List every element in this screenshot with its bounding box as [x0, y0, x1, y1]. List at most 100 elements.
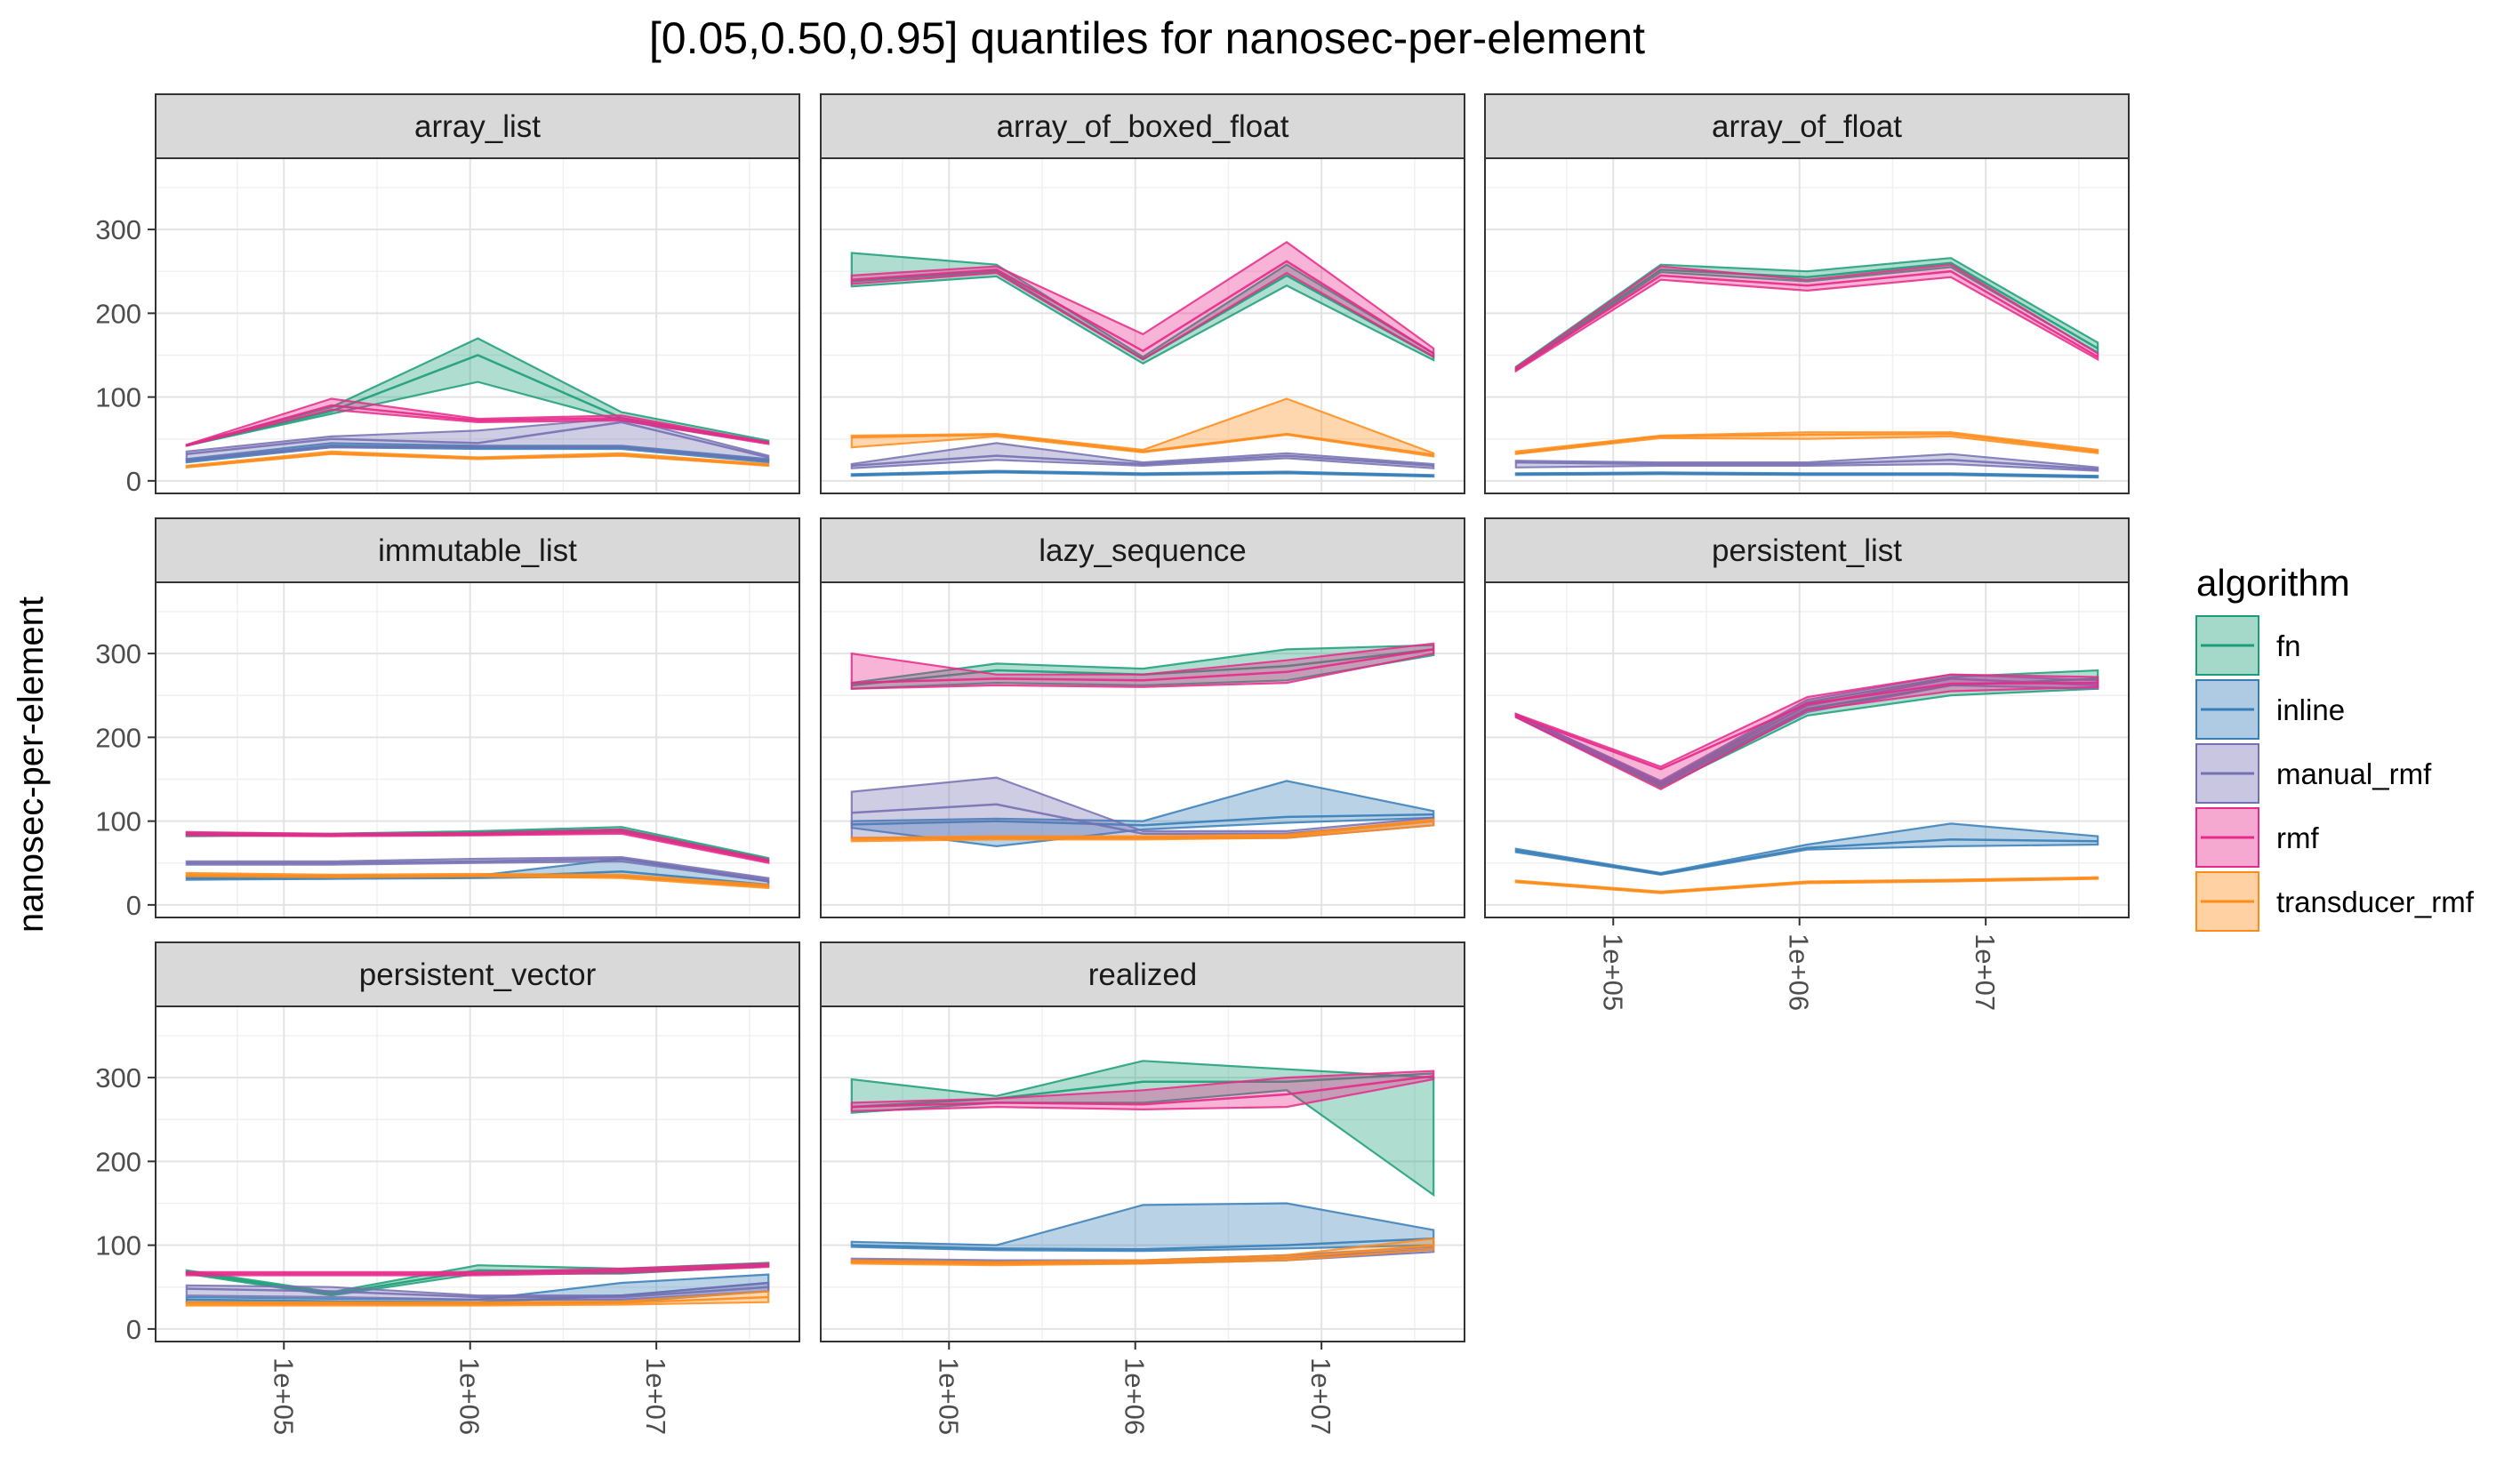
panel-border: [155, 1005, 800, 1342]
median-line-manual_rmf: [1515, 677, 2099, 785]
median-line-rmf: [186, 1263, 769, 1275]
legend-item-manual_rmf: manual_rmf: [2195, 743, 2432, 804]
panel-strip-label: lazy_sequence: [1039, 533, 1247, 568]
panel-background: [821, 158, 1465, 493]
median-line-manual_rmf: [186, 421, 769, 459]
panel-strip: [155, 517, 800, 583]
median-line-rmf: [186, 830, 769, 863]
x-tick-label: 1e+07: [1305, 1358, 1336, 1435]
panel-border: [155, 581, 800, 918]
ribbon-transducer_rmf: [1514, 431, 2099, 455]
panel-realized: realized 1e+05 1e+06 1e+07: [820, 941, 1465, 1435]
x-tick-label: 1e+05: [1597, 933, 1628, 1011]
ribbon-rmf: [850, 1069, 1435, 1112]
legend-label: inline: [2276, 693, 2345, 726]
legend-item-fn: fn: [2195, 615, 2301, 676]
median-line-transducer_rmf: [1515, 877, 2099, 893]
panel-persistent_list: persistent_list 1e+05 1e+06 1e+07: [1484, 517, 2130, 1011]
median-line-inline: [1515, 838, 2099, 876]
median-line-fn: [1515, 261, 2099, 370]
chart-title: [0.05,0.50,0.95] quantiles for nanosec-p…: [649, 13, 1645, 63]
median-line-manual_rmf: [186, 857, 769, 881]
ribbon-fn: [850, 252, 1435, 365]
ribbon-manual_rmf: [185, 417, 770, 462]
panel-strip: [820, 941, 1465, 1007]
panel-strip-label: array_of_float: [1712, 109, 1902, 144]
panel-immutable_list: immutable_list 0 100 200 300: [95, 517, 800, 921]
y-tick-label: 0: [126, 1314, 141, 1345]
panel-array_of_boxed_float: array_of_boxed_float: [820, 93, 1465, 494]
median-line-rmf: [186, 404, 769, 447]
panel-strip-label: persistent_list: [1712, 533, 1902, 568]
panel-border: [820, 1005, 1465, 1342]
panel-strip: [1484, 93, 2130, 159]
panel-strip-label: array_of_boxed_float: [997, 109, 1289, 144]
y-axis-title: nanosec-per-element: [12, 597, 51, 933]
legend-item-rmf: rmf: [2195, 807, 2319, 868]
y-tick-label: 100: [95, 806, 141, 837]
median-line-fn: [851, 1072, 1434, 1109]
ribbon-rmf: [185, 828, 770, 865]
ribbon-rmf: [850, 240, 1435, 361]
x-tick-label: 1e+05: [933, 1358, 964, 1435]
y-tick-label: 100: [95, 1230, 141, 1262]
median-line-rmf: [1515, 681, 2099, 771]
panel-strip-label: immutable_list: [378, 533, 577, 568]
median-line-transducer_rmf: [851, 820, 1434, 841]
panel-strip: [820, 93, 1465, 159]
panel-strip: [1484, 517, 2130, 583]
panel-strip-label: persistent_vector: [359, 957, 597, 992]
panel-border: [1484, 157, 2130, 494]
median-line-transducer_rmf: [186, 873, 769, 888]
panel-background: [156, 158, 799, 493]
panel-strip: [155, 941, 800, 1007]
median-line-manual_rmf: [851, 454, 1434, 468]
y-tick-label: 200: [95, 1146, 141, 1177]
median-line-inline: [1515, 472, 2099, 478]
x-tick-label: 1e+06: [1784, 933, 1815, 1011]
median-line-transducer_rmf: [186, 1295, 769, 1305]
x-tick-label: 1e+07: [1970, 933, 2001, 1011]
panel-background: [821, 1006, 1465, 1342]
median-line-manual_rmf: [186, 1286, 769, 1299]
x-tick-label: 1e+07: [640, 1358, 671, 1435]
y-tick-label: 300: [95, 1062, 141, 1093]
panel-strip: [820, 517, 1465, 583]
median-line-inline: [851, 470, 1434, 477]
legend-label: fn: [2276, 629, 2301, 662]
ribbon-rmf: [185, 1262, 770, 1277]
legend-item-inline: inline: [2195, 679, 2345, 740]
x-tick-label: 1e+06: [454, 1358, 486, 1435]
y-tick-label: 300: [95, 214, 141, 245]
median-line-inline: [851, 813, 1434, 827]
panel-persistent_vector: persistent_vector 0 100 200 300 1e+05 1e+06 1e+…: [95, 941, 800, 1435]
x-tick-label: 1e+06: [1120, 1358, 1151, 1435]
panel-background: [821, 582, 1465, 917]
ribbon-rmf: [850, 642, 1435, 690]
panel-strip: [155, 93, 800, 159]
panel-background: [1485, 158, 2129, 493]
median-line-transducer_rmf: [851, 432, 1434, 456]
x-tick-label: 1e+05: [268, 1358, 299, 1435]
median-line-manual_rmf: [1515, 459, 2099, 470]
y-tick-label: 100: [95, 382, 141, 413]
ribbon-rmf: [1514, 673, 2099, 791]
panels-layer: array_list 0 100 200 300 array_of_boxed_float…: [95, 93, 2130, 1435]
panel-background: [156, 582, 799, 917]
y-tick-label: 0: [126, 466, 141, 497]
median-line-inline: [851, 1237, 1434, 1251]
legend-title: algorithm: [2196, 562, 2350, 604]
ribbon-manual_rmf: [850, 442, 1435, 469]
median-line-rmf: [851, 260, 1434, 355]
y-tick-label: 200: [95, 298, 141, 329]
panel-border: [155, 157, 800, 494]
median-line-rmf: [851, 648, 1434, 685]
y-tick-label: 300: [95, 638, 141, 669]
panel-border: [820, 581, 1465, 918]
legend-label: transducer_rmf: [2276, 885, 2475, 918]
panel-array_of_float: array_of_float: [1484, 93, 2130, 494]
